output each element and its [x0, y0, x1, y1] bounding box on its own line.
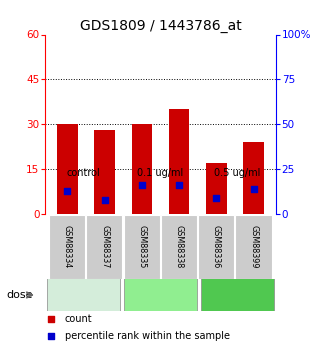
Bar: [132, 124, 152, 214]
Bar: [206, 163, 227, 214]
Bar: [161, 215, 197, 279]
Bar: [235, 215, 272, 279]
Text: percentile rank within the sample: percentile rank within the sample: [65, 332, 230, 341]
Text: control: control: [66, 168, 100, 177]
Point: [214, 195, 219, 200]
Bar: [86, 215, 123, 279]
Point: [177, 183, 182, 188]
Point: [139, 183, 144, 188]
Bar: [49, 215, 85, 279]
Text: GSM88335: GSM88335: [137, 225, 146, 268]
Bar: [124, 17, 197, 328]
Bar: [198, 215, 234, 279]
Text: 0.1 ug/ml: 0.1 ug/ml: [137, 168, 184, 177]
Text: GSM88337: GSM88337: [100, 225, 109, 268]
Point: [49, 334, 54, 339]
Point: [102, 197, 107, 202]
Point: [49, 316, 54, 322]
Point: [251, 186, 256, 191]
Bar: [243, 142, 264, 214]
Text: GSM88336: GSM88336: [212, 225, 221, 268]
Bar: [94, 130, 115, 214]
Title: GDS1809 / 1443786_at: GDS1809 / 1443786_at: [80, 19, 241, 33]
Bar: [57, 124, 78, 214]
Point: [65, 188, 70, 193]
Bar: [169, 109, 189, 214]
Bar: [47, 17, 120, 328]
Bar: [124, 215, 160, 279]
Text: count: count: [65, 314, 92, 324]
Text: dose: dose: [6, 290, 33, 300]
Text: GSM88399: GSM88399: [249, 225, 258, 268]
Text: 0.5 ug/ml: 0.5 ug/ml: [214, 168, 261, 177]
Text: GSM88338: GSM88338: [175, 225, 184, 268]
Bar: [201, 17, 274, 328]
Text: GSM88334: GSM88334: [63, 225, 72, 268]
